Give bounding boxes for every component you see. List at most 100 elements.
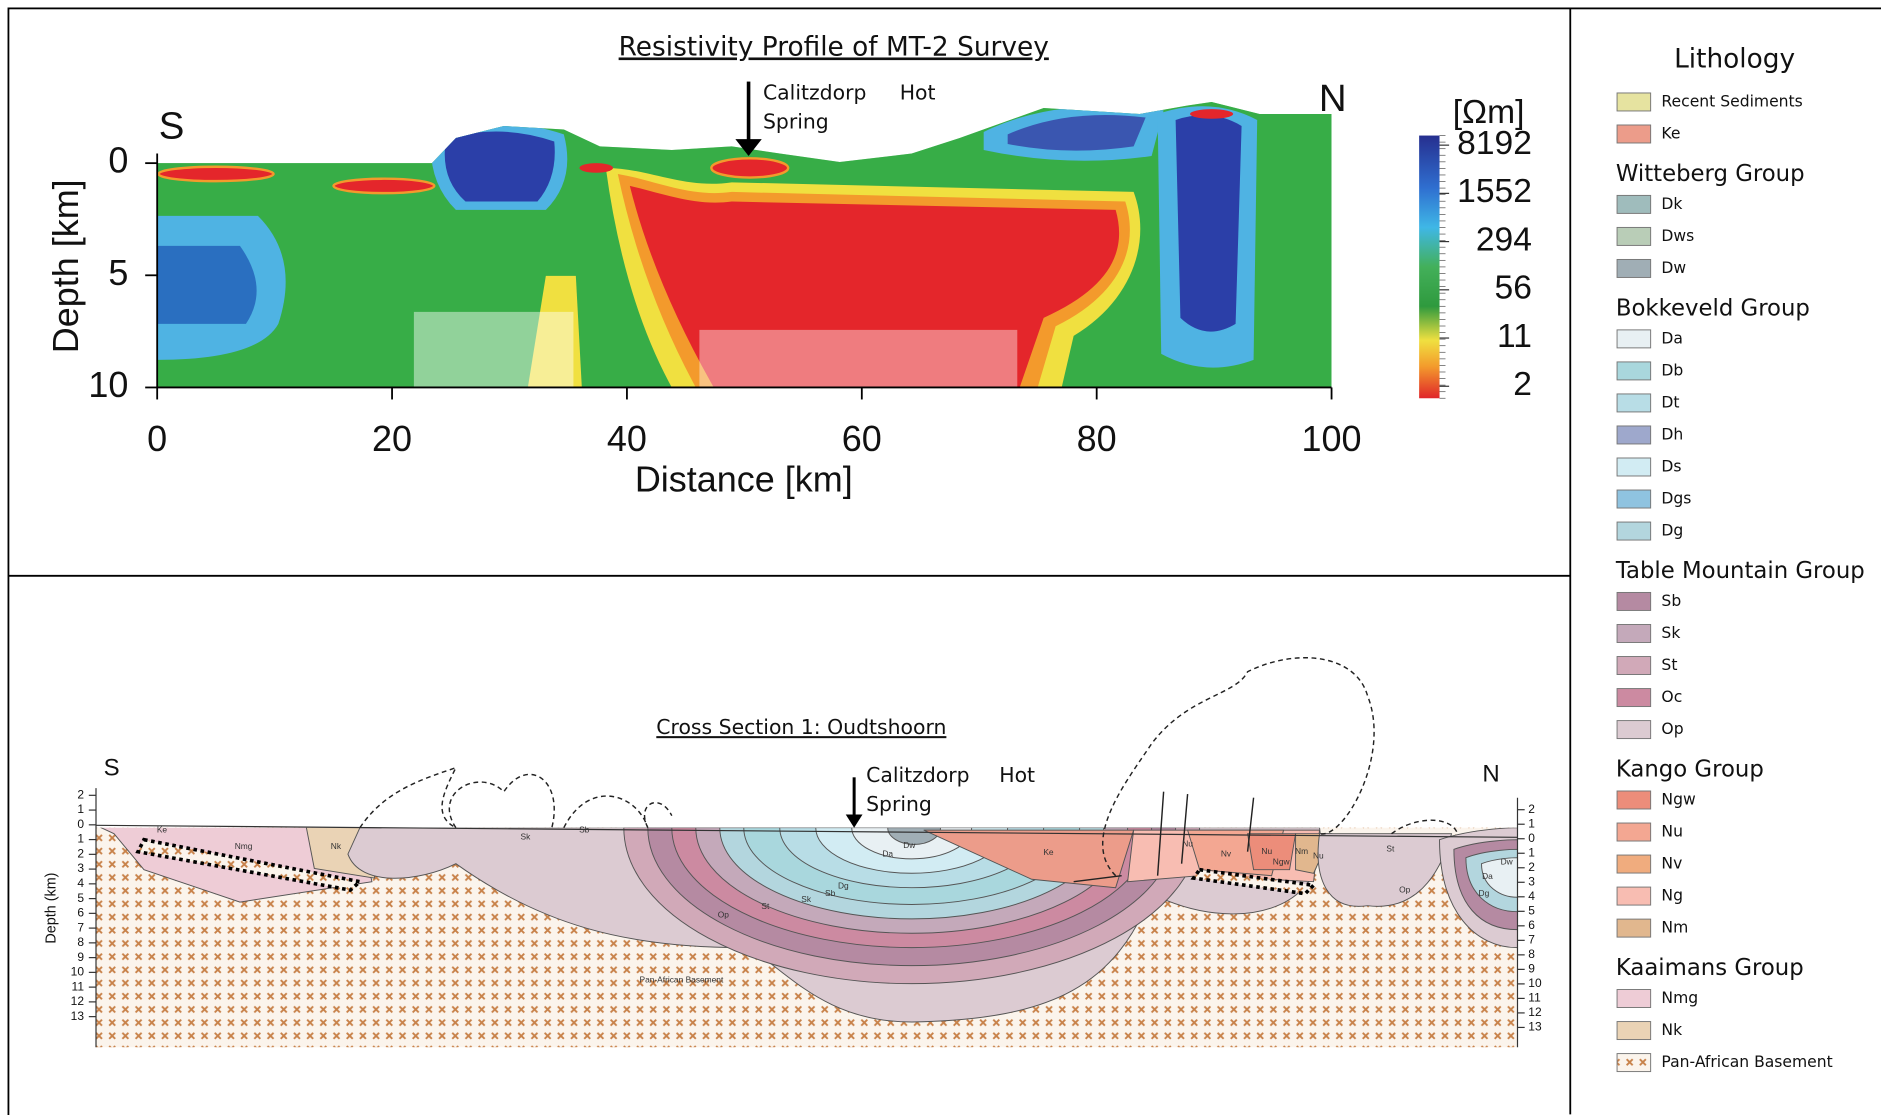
legend-swatch <box>1617 990 1651 1008</box>
legend-label: Ds <box>1661 457 1681 475</box>
page: {"resistivity_profile": {"title": "Resis… <box>0 0 1881 1115</box>
depth-tick-label: 3 <box>1528 874 1535 888</box>
x-tick-label: 100 <box>1302 418 1362 459</box>
legend-swatch <box>1617 458 1651 476</box>
legend-swatch <box>1617 490 1651 508</box>
legend-label: Nmg <box>1661 989 1698 1007</box>
depth-tick-label: 6 <box>77 906 84 920</box>
legend-group: Bokkeveld Group <box>1616 295 1810 321</box>
legend-label: Ng <box>1661 887 1683 905</box>
legend-swatch <box>1617 1054 1651 1072</box>
depth-tick-label: 2 <box>1528 802 1535 816</box>
unit-label: Dg <box>1479 888 1490 898</box>
depth-tick-label: 12 <box>71 994 85 1008</box>
depth-tick-label: 2 <box>77 787 84 801</box>
side-label: S <box>104 754 120 781</box>
y-tick-label: 10 <box>88 364 128 405</box>
legend-label: Ngw <box>1661 790 1696 808</box>
depth-tick-label: 10 <box>1528 976 1542 990</box>
depth-tick-label: 11 <box>72 979 85 993</box>
depth-tick-label: 0 <box>1528 831 1535 845</box>
depth-tick-label: 13 <box>71 1009 85 1023</box>
annotation: Hot <box>999 763 1035 787</box>
legend-swatch <box>1617 919 1651 937</box>
x-tick-label: 20 <box>372 418 412 459</box>
side-label: N <box>1482 760 1499 787</box>
unit-label: Nv <box>1221 848 1232 858</box>
depth-tick-label: 1 <box>77 802 84 816</box>
depth-tick-label: 12 <box>1528 1005 1542 1019</box>
annotation: Calitzdorp <box>763 81 866 105</box>
y-tick-label: 5 <box>108 252 128 293</box>
unit-label: Ke <box>1043 847 1054 857</box>
resistivity-panel: Resistivity Profile of MT-2 Survey <box>45 32 1532 499</box>
legend-label: Oc <box>1661 688 1682 706</box>
legend-label: Dh <box>1661 425 1683 443</box>
depth-tick-label: 10 <box>71 965 85 979</box>
depth-tick-label: 7 <box>1528 933 1535 947</box>
side-label: N <box>1319 77 1347 120</box>
annotation: Spring <box>763 109 829 133</box>
unit-label: Nm <box>1295 846 1308 856</box>
depth-tick-label: 6 <box>1528 918 1535 932</box>
unit-label: Dw <box>1501 857 1514 867</box>
unit-label: Op <box>718 909 730 919</box>
unit-label: St <box>761 901 770 911</box>
depth-tick-label: 5 <box>77 891 84 905</box>
cross-section-panel: Cross Section 1: Oudtshoorn <box>43 658 1542 1047</box>
unit-label: Da <box>1482 871 1493 881</box>
colorbar <box>1419 136 1439 399</box>
legend-swatch <box>1617 657 1651 675</box>
legend-label: Op <box>1661 720 1683 738</box>
legend-title: Lithology <box>1674 44 1795 74</box>
depth-tick-label: 5 <box>1528 903 1535 917</box>
unit-label: Nu <box>1182 839 1193 849</box>
unit-label: Sb <box>825 888 836 898</box>
legend-swatch <box>1617 791 1651 809</box>
legend-label: Nu <box>1661 823 1683 841</box>
legend-swatch <box>1617 362 1651 380</box>
x-tick-label: 0 <box>147 418 167 459</box>
legend-label: Dt <box>1661 393 1679 411</box>
legend-swatch <box>1617 689 1651 707</box>
legend-swatch <box>1617 426 1651 444</box>
depth-tick-label: 4 <box>77 876 84 890</box>
x-tick-label: 80 <box>1077 418 1117 459</box>
depth-tick-label: 3 <box>77 861 84 875</box>
legend-swatch <box>1617 887 1651 905</box>
unit-label: Pan-African Basement <box>639 974 723 984</box>
legend-swatch <box>1617 125 1651 143</box>
x-tick-label: 40 <box>607 418 647 459</box>
depth-tick-label: 7 <box>77 920 84 934</box>
colorbar-tick-label: 11 <box>1497 318 1532 355</box>
depth-tick-label: 8 <box>77 935 84 949</box>
depth-tick-label: 4 <box>1528 889 1535 903</box>
unit-label: St <box>1386 844 1395 854</box>
legend-label: Da <box>1661 329 1683 347</box>
legend-swatch <box>1617 855 1651 873</box>
legend-swatch <box>1617 624 1651 642</box>
unit-label: Nu <box>1313 851 1324 861</box>
annotation: Calitzdorp <box>866 763 969 787</box>
unit-label: Sk <box>801 894 812 904</box>
legend-swatch <box>1617 330 1651 348</box>
legend-label: Dg <box>1661 522 1683 540</box>
annotation: Hot <box>900 81 936 105</box>
depth-tick-label: 1 <box>1528 845 1535 859</box>
legend-group: Kango Group <box>1616 757 1764 783</box>
unit-label: Sk <box>521 832 532 842</box>
legend-swatch <box>1617 195 1651 213</box>
legend: Lithology Recent SedimentsKeWitteberg Gr… <box>1615 44 1865 1071</box>
y-axis-label: Depth (km) <box>43 873 59 944</box>
legend-label: Recent Sediments <box>1661 92 1802 110</box>
depth-tick-label: 8 <box>1528 947 1535 961</box>
unit-label: Dw <box>903 840 916 850</box>
unit-label: Da <box>882 848 893 858</box>
legend-group: Witteberg Group <box>1616 161 1805 187</box>
legend-swatch <box>1617 522 1651 540</box>
depth-tick-label: 9 <box>77 950 84 964</box>
y-tick-label: 0 <box>108 140 128 181</box>
depth-tick-label: 11 <box>1528 991 1541 1005</box>
unit-label: Nmg <box>235 841 253 851</box>
depth-tick-label: 2 <box>77 847 84 861</box>
